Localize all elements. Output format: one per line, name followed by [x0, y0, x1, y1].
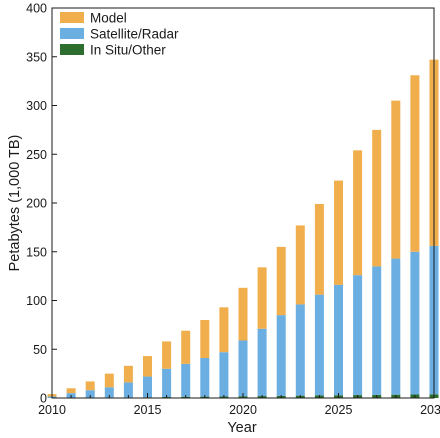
- y-tick-label-250: 250: [26, 148, 47, 162]
- x-axis-title: Year: [227, 420, 256, 436]
- bar-satellite-radar-2018: [200, 358, 210, 397]
- y-tick-label-350: 350: [26, 50, 47, 64]
- bar-satellite-radar-2027: [372, 266, 382, 395]
- legend-label-satellite-radar: Satellite/Radar: [90, 27, 179, 42]
- y-tick-label-50: 50: [33, 343, 47, 357]
- bar-model-2011: [66, 388, 76, 394]
- y-tick-label-100: 100: [26, 294, 47, 308]
- bar-model-2029: [410, 75, 420, 252]
- bar-satellite-radar-2014: [123, 382, 133, 398]
- y-tick-label-300: 300: [26, 99, 47, 113]
- y-tick-label-150: 150: [26, 245, 47, 259]
- bar-model-2026: [353, 150, 363, 276]
- x-tick-label-2020: 2020: [229, 403, 257, 417]
- bar-satellite-radar-2015: [143, 376, 152, 398]
- bar-satellite-radar-2013: [104, 387, 114, 398]
- bar-satellite-radar-2020: [238, 340, 248, 397]
- y-tick-label-0: 0: [40, 392, 47, 406]
- bar-satellite-radar-2021: [257, 328, 267, 397]
- bar-model-2017: [181, 330, 191, 364]
- bar-satellite-radar-2023: [295, 304, 305, 396]
- bar-model-2020: [238, 287, 248, 341]
- bar-model-2013: [104, 373, 114, 388]
- bar-model-2022: [276, 246, 286, 316]
- bar-satellite-radar-2022: [276, 315, 286, 396]
- legend-swatch-satellite-radar: [60, 28, 84, 39]
- y-tick-label-400: 400: [26, 2, 47, 16]
- bar-satellite-radar-2024: [314, 294, 324, 396]
- legend-label-in-situ-other: In Situ/Other: [90, 43, 166, 58]
- x-tick-label-2025: 2025: [325, 403, 353, 417]
- legend-label-model: Model: [90, 11, 127, 26]
- axes-layer: 0 50 100 150 200 250 300 350 400 2010 2015 2020 2025…: [26, 2, 440, 418]
- bar-model-2027: [372, 129, 382, 267]
- y-axis-title: Petabytes (1,000 TB): [7, 135, 23, 272]
- legend-swatch-model: [60, 12, 84, 23]
- bar-model-2023: [295, 225, 305, 305]
- bar-model-2012: [85, 381, 95, 391]
- bar-satellite-radar-2019: [219, 352, 229, 397]
- bar-satellite-radar-2025: [334, 284, 343, 396]
- bar-model-2019: [219, 307, 229, 353]
- x-tick-label-2030: 2030: [420, 403, 440, 417]
- bar-model-2021: [257, 267, 267, 329]
- bar-satellite-radar-2029: [410, 251, 420, 395]
- legend-swatch-in-situ-other: [60, 44, 84, 55]
- bar-model-2016: [162, 341, 172, 369]
- bar-satellite-radar-2028: [391, 258, 401, 395]
- bar-model-2025: [334, 180, 343, 285]
- bar-model-2018: [200, 320, 210, 359]
- bar-model-2028: [391, 100, 401, 259]
- x-tick-label-2015: 2015: [134, 403, 162, 417]
- bar-satellite-radar-2012: [85, 390, 95, 398]
- bar-satellite-radar-2016: [162, 368, 172, 398]
- bar-model-2014: [123, 365, 133, 383]
- bars-layer: [47, 59, 439, 398]
- bar-satellite-radar-2017: [181, 363, 191, 397]
- bar-model-2015: [143, 356, 152, 377]
- y-tick-label-200: 200: [26, 197, 47, 211]
- x-tick-label-2010: 2010: [38, 403, 66, 417]
- bar-satellite-radar-2026: [353, 275, 363, 396]
- bar-model-2024: [314, 203, 324, 295]
